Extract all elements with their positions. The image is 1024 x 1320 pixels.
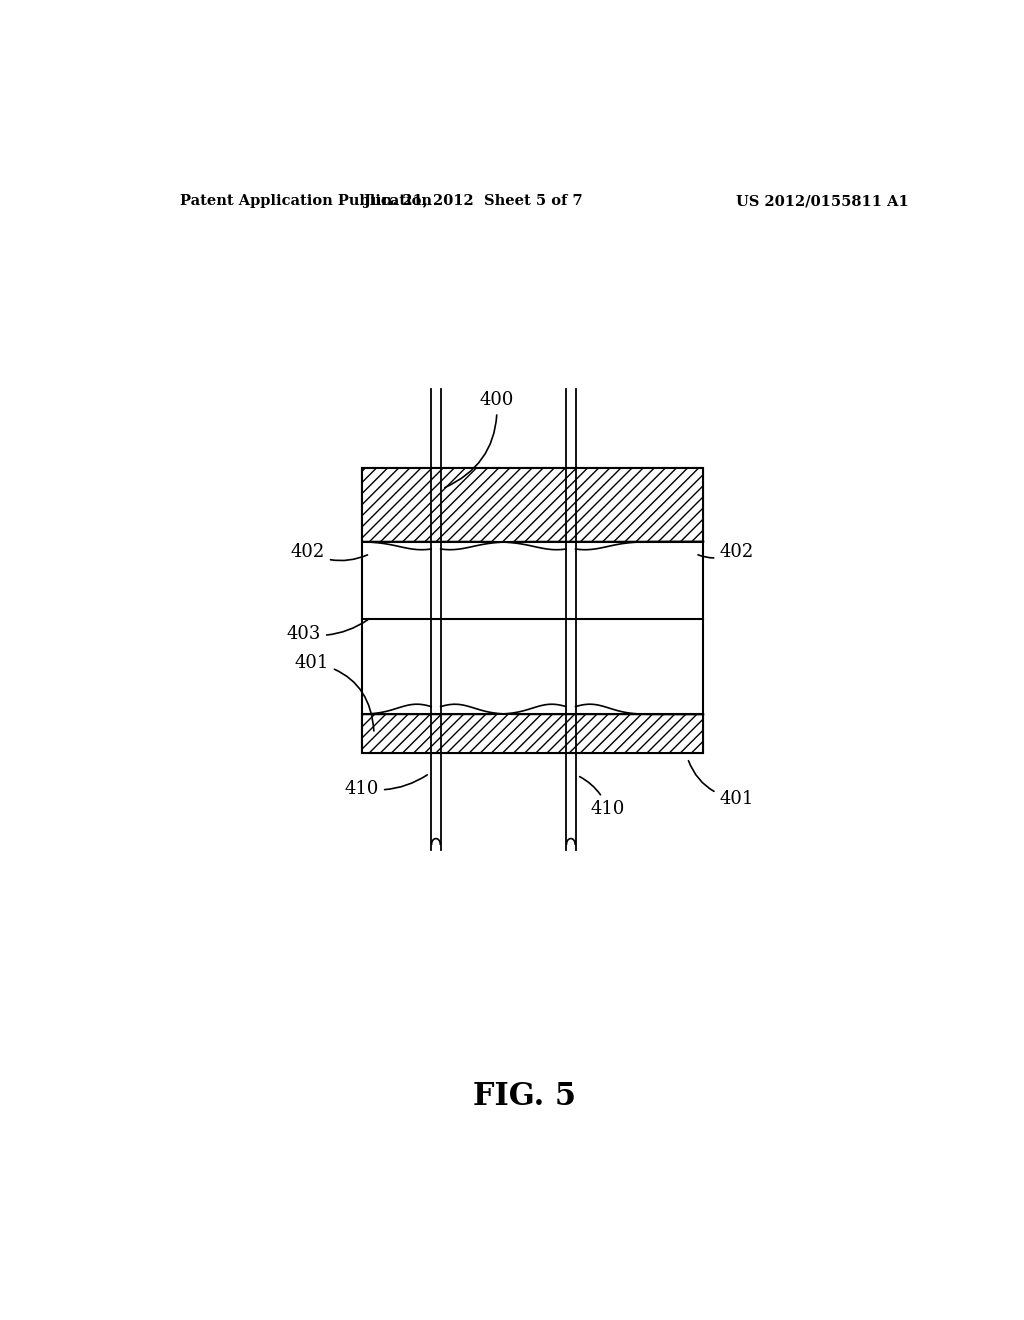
Text: 402: 402 bbox=[698, 543, 754, 561]
Text: Jun. 21, 2012  Sheet 5 of 7: Jun. 21, 2012 Sheet 5 of 7 bbox=[364, 194, 583, 209]
Text: 410: 410 bbox=[345, 775, 427, 797]
Text: FIG. 5: FIG. 5 bbox=[473, 1081, 577, 1111]
Text: 403: 403 bbox=[287, 620, 368, 643]
Text: 400: 400 bbox=[444, 392, 514, 487]
Text: Patent Application Publication: Patent Application Publication bbox=[179, 194, 431, 209]
Bar bbox=[362, 469, 703, 752]
Text: 410: 410 bbox=[580, 776, 625, 818]
Text: 402: 402 bbox=[291, 543, 368, 561]
Bar bbox=[362, 469, 703, 541]
Bar bbox=[362, 714, 703, 752]
Text: 401: 401 bbox=[295, 653, 374, 731]
Text: 401: 401 bbox=[688, 760, 754, 808]
Text: US 2012/0155811 A1: US 2012/0155811 A1 bbox=[736, 194, 908, 209]
